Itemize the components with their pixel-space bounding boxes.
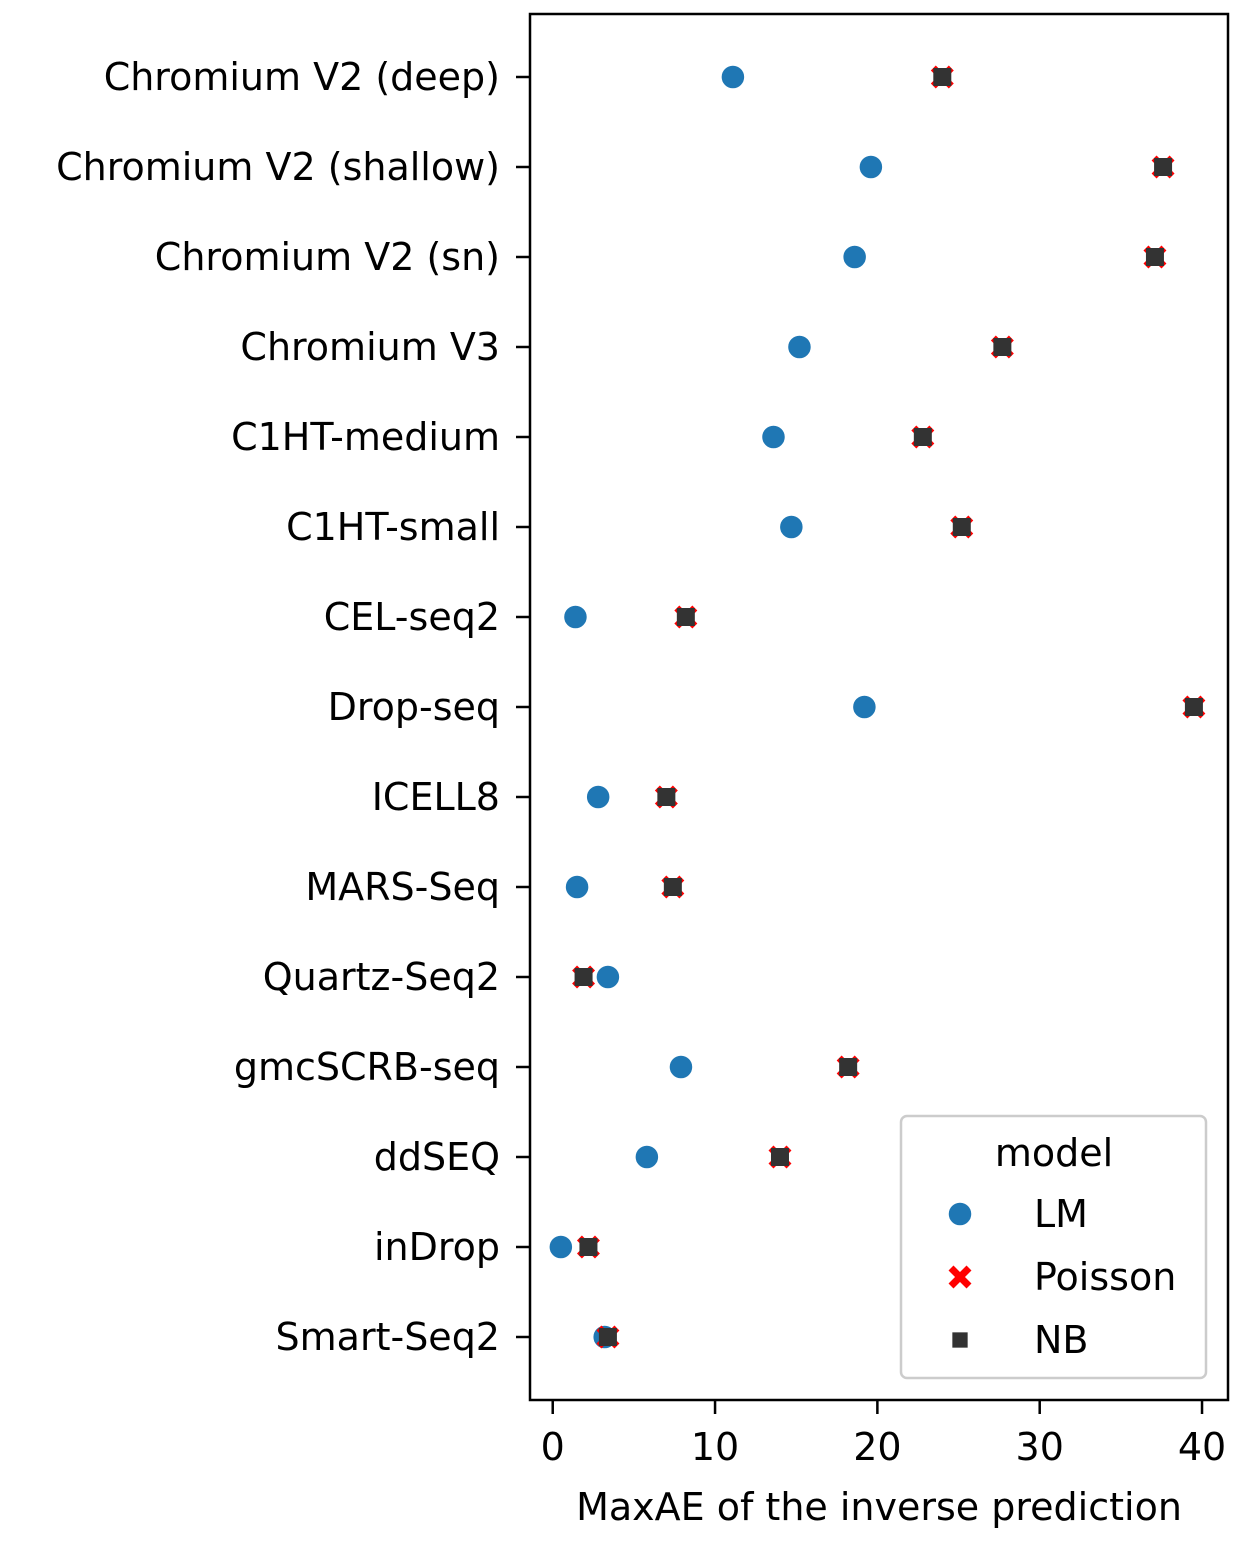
legend-label: NB [1034, 1318, 1089, 1362]
x-tick-label: 40 [1178, 1425, 1226, 1469]
legend: model LM Poisson NB [899, 1114, 1208, 1380]
point-lm [585, 784, 611, 810]
point-lm [548, 1234, 574, 1260]
point-nb [913, 428, 932, 446]
point-nb [952, 518, 971, 536]
point-lm [841, 244, 868, 270]
point-lm [634, 1144, 660, 1170]
point-nb [676, 608, 695, 626]
y-tick-label: Smart-Seq2 [276, 1315, 500, 1359]
point-lm [858, 154, 884, 180]
x-tick-label: 10 [691, 1425, 739, 1469]
y-tick-label: Quartz-Seq2 [263, 955, 500, 999]
x-axis-label: MaxAE of the inverse prediction [576, 1485, 1182, 1529]
point-nb [579, 1238, 598, 1256]
x-tick-label: 0 [541, 1425, 565, 1469]
y-tick-label: Chromium V2 (deep) [104, 55, 500, 99]
y-tick-label: Chromium V3 [240, 325, 500, 369]
legend-entry-poisson: Poisson [948, 1255, 1176, 1299]
legend-marker-nb [952, 1332, 968, 1348]
x-tick-label: 20 [853, 1425, 901, 1469]
y-tick-label: Drop-seq [328, 685, 500, 729]
y-tick-label: MARS-Seq [305, 865, 500, 909]
point-nb [1145, 248, 1164, 266]
series-lm [548, 64, 884, 1350]
legend-entry-lm: LM [947, 1192, 1088, 1236]
point-lm [778, 514, 805, 540]
point-lm [851, 694, 878, 720]
y-tick-label: ddSEQ [374, 1135, 500, 1179]
y-tick-label: Chromium V2 (shallow) [56, 145, 500, 189]
point-lm [668, 1054, 694, 1080]
x-axis: 0 10 20 30 40 [541, 1400, 1226, 1469]
y-tick-label: CEL-seq2 [324, 595, 500, 639]
y-tick-label: C1HT-medium [231, 415, 500, 459]
point-lm [720, 64, 746, 90]
legend-box [899, 1114, 1208, 1380]
y-tick-label: ICELL8 [372, 775, 500, 819]
legend-title: model [995, 1131, 1113, 1175]
y-tick-label: Chromium V2 (sn) [155, 235, 500, 279]
legend-marker-lm [947, 1201, 973, 1227]
point-lm [562, 604, 589, 630]
y-tick-label: C1HT-small [286, 505, 500, 549]
point-nb [933, 68, 952, 86]
point-lm [595, 964, 621, 990]
x-tick-label: 30 [1016, 1425, 1064, 1469]
point-nb [598, 1328, 617, 1346]
point-nb [1154, 158, 1173, 176]
point-nb [663, 878, 682, 896]
legend-label: Poisson [1034, 1255, 1176, 1299]
data-points [548, 64, 1206, 1350]
point-nb [770, 1148, 789, 1166]
series-nb [574, 68, 1203, 1346]
point-nb [839, 1058, 858, 1076]
y-tick-label: gmcSCRB-seq [234, 1045, 500, 1089]
point-lm [786, 334, 813, 360]
point-lm [760, 424, 787, 450]
legend-marker-poisson [948, 1265, 972, 1289]
y-tick-label: inDrop [374, 1225, 500, 1269]
point-nb [574, 968, 593, 986]
point-nb [657, 788, 676, 806]
legend-label: LM [1034, 1192, 1088, 1236]
point-nb [1184, 698, 1203, 716]
legend-entry-nb: NB [952, 1318, 1089, 1362]
y-axis: Chromium V2 (deep) Chromium V2 (shallow) C… [56, 55, 530, 1359]
point-lm [564, 874, 590, 900]
point-nb [993, 338, 1012, 356]
